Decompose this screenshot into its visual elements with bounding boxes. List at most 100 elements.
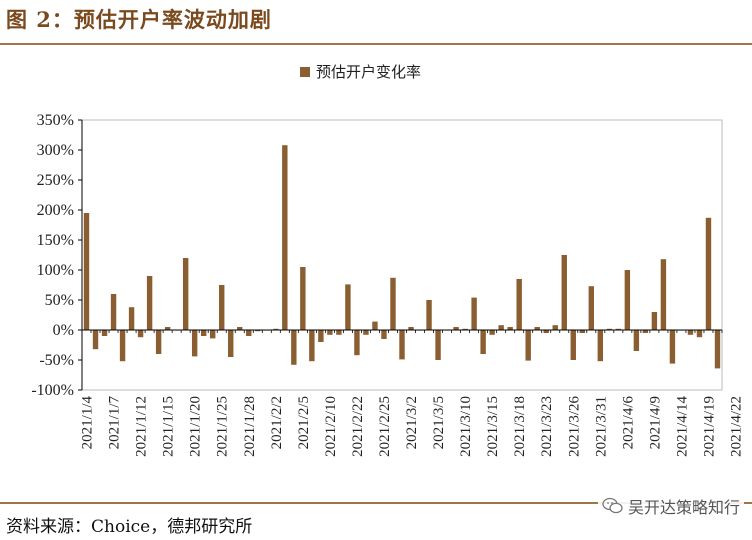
x-tick-label: 2021/1/4 xyxy=(80,396,96,450)
x-tick-label: 2021/2/5 xyxy=(296,396,312,449)
bar xyxy=(561,255,567,330)
watermark-text: 吴开达策略知行 xyxy=(627,498,740,517)
bar xyxy=(579,330,585,333)
bar xyxy=(687,330,694,335)
bar xyxy=(588,286,594,330)
bar xyxy=(516,279,522,330)
bar xyxy=(336,330,342,335)
bar xyxy=(300,267,306,330)
bar xyxy=(101,330,108,336)
bar xyxy=(651,312,658,330)
bar xyxy=(345,284,351,330)
bar xyxy=(390,277,396,330)
bar xyxy=(354,330,360,356)
bar xyxy=(255,330,261,332)
x-tick-label: 2021/2/10 xyxy=(323,396,339,457)
bar xyxy=(372,321,378,330)
bar xyxy=(291,330,297,365)
figure-title: 图 2：预估开户率波动加剧 xyxy=(6,7,272,32)
bar xyxy=(426,300,432,330)
bar xyxy=(705,217,712,330)
bar xyxy=(714,330,721,369)
bar xyxy=(543,330,549,333)
bar xyxy=(210,330,216,339)
bar xyxy=(489,330,495,335)
bar xyxy=(696,330,703,338)
bar xyxy=(453,327,459,330)
bar xyxy=(92,330,99,350)
bar-chart: -100% -50% 0% 50% 100% 150% 200% 250% 300% 350% 20… xyxy=(31,64,745,457)
bar xyxy=(182,258,189,330)
bar xyxy=(435,330,441,360)
y-tick-label: 350% xyxy=(37,112,74,129)
bar xyxy=(642,330,649,333)
x-tick-label: 2021/1/7 xyxy=(107,396,123,450)
x-tick-label: 2021/3/5 xyxy=(431,396,447,449)
bar xyxy=(534,327,540,330)
x-tick-label: 2021/2/25 xyxy=(377,396,393,457)
x-tick-label: 2021/1/28 xyxy=(242,396,258,457)
bar xyxy=(200,330,207,336)
bar xyxy=(552,325,558,330)
bar xyxy=(615,328,622,330)
bar xyxy=(597,330,604,362)
bar xyxy=(624,270,631,330)
bar xyxy=(318,330,324,342)
legend-swatch xyxy=(300,67,310,77)
bar xyxy=(462,328,468,330)
wechat-icon xyxy=(602,497,623,514)
x-tick-label: 2021/4/22 xyxy=(729,396,745,457)
bar xyxy=(273,328,279,330)
x-tick-label: 2021/3/15 xyxy=(485,396,501,457)
x-tick-label: 2021/4/14 xyxy=(674,396,690,457)
bar xyxy=(128,307,135,330)
x-tick-label: 2021/3/31 xyxy=(593,396,609,457)
bar xyxy=(498,325,504,330)
bar xyxy=(83,213,90,330)
bar xyxy=(164,327,171,330)
x-tick-label: 2021/3/2 xyxy=(404,396,420,449)
bar xyxy=(282,145,288,330)
bar xyxy=(480,330,486,354)
bar xyxy=(408,327,414,330)
legend: 预估开户变化率 xyxy=(300,64,421,81)
bar xyxy=(155,330,162,354)
bar xyxy=(219,285,225,330)
x-tick-label: 2021/4/9 xyxy=(647,396,663,449)
x-tick-label: 2021/4/6 xyxy=(620,396,636,450)
x-tick-label: 2021/4/19 xyxy=(701,396,717,457)
bar xyxy=(137,330,144,338)
x-tick-label: 2021/2/22 xyxy=(350,396,366,457)
bar xyxy=(381,330,387,339)
bar xyxy=(237,327,243,330)
x-tick-label: 2021/3/18 xyxy=(512,396,528,457)
bar xyxy=(399,330,405,360)
y-tick-label: 150% xyxy=(37,232,74,249)
bar xyxy=(110,294,117,330)
x-tick-label: 2021/1/15 xyxy=(161,396,177,457)
x-tick-label: 2021/1/25 xyxy=(215,396,231,457)
source-note: 资料来源：Choice，德邦研究所 xyxy=(6,517,253,537)
bar xyxy=(471,297,477,330)
y-tick-label: -100% xyxy=(31,382,74,399)
bar xyxy=(146,276,153,330)
bar xyxy=(228,330,234,357)
y-tick-label: -50% xyxy=(39,352,74,369)
x-tick-label: 2021/1/20 xyxy=(188,396,204,457)
x-tick-label: 2021/1/12 xyxy=(134,396,150,457)
bar xyxy=(606,328,613,330)
bar xyxy=(570,330,576,360)
x-tick-label: 2021/2/2 xyxy=(269,396,285,449)
bar xyxy=(660,259,667,330)
bar xyxy=(669,330,676,364)
bar xyxy=(327,330,333,335)
bar xyxy=(507,327,513,330)
y-tick-label: 300% xyxy=(37,142,74,159)
legend-label: 预估开户变化率 xyxy=(316,64,421,81)
x-tick-label: 2021/3/23 xyxy=(539,396,555,457)
bar xyxy=(633,330,640,351)
bar xyxy=(191,330,198,357)
bar xyxy=(246,330,252,336)
footer-divider xyxy=(0,502,752,504)
title-divider xyxy=(0,43,752,45)
